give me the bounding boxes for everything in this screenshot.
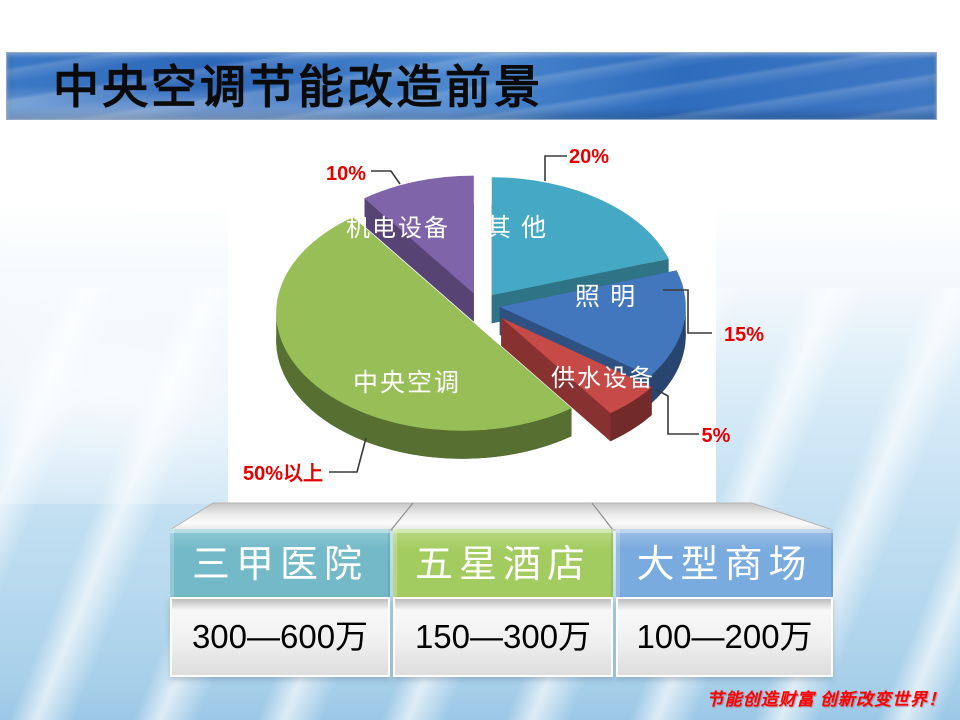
pie-label-others: 其 他: [486, 214, 548, 242]
pie-label-water-supply: 供水设备: [551, 365, 655, 392]
page-title: 中央空调节能改造前景: [53, 62, 543, 113]
pie-callout-water-supply: 5%: [702, 425, 731, 447]
table-header-five-star-hotel: 五星酒店: [393, 529, 613, 597]
table-top-face: [168, 502, 834, 531]
pie-callout-line-lighting: [663, 289, 712, 334]
pie-slice-mechanical-electrical: [364, 175, 474, 322]
pie-callout-lighting: 15%: [724, 324, 764, 346]
table-top-face-panel: [168, 502, 834, 531]
pie-callout-line-central-ac: [329, 437, 367, 473]
pie-callout-line-mechanical-electrical: [371, 170, 401, 185]
pie-label-central-ac: 中央空调: [353, 369, 461, 397]
pie-slice-water-supply: [501, 317, 652, 442]
table-value-large-mall: 100—200万: [616, 597, 833, 677]
table-top-face-divider: [591, 502, 614, 531]
table-header-large-mall: 大型商场: [616, 529, 833, 597]
pie-label-mechanical-electrical: 机电设备: [346, 215, 450, 242]
table-header-grade-a-hospital: 三甲医院: [170, 529, 390, 597]
pie-callout-mechanical-electrical: 10%: [326, 163, 366, 185]
table-value-grade-a-hospital: 300—600万: [170, 597, 390, 677]
pie-label-lighting: 照 明: [575, 284, 637, 311]
footer-slogan: 节能创造财富 创新改变世界！: [706, 690, 946, 709]
pie-slice-central-ac: [276, 217, 572, 459]
title-bar: 中央空调节能改造前景: [6, 52, 937, 120]
table-value-five-star-hotel: 150—300万: [393, 597, 613, 677]
pie-callout-central-ac: 50%以上: [243, 462, 323, 485]
pie-callout-line-others: [544, 155, 567, 181]
pie-callout-line-water-supply: [656, 389, 699, 435]
pie-callout-others: 20%: [569, 146, 609, 168]
table-top-face-divider: [390, 502, 414, 531]
